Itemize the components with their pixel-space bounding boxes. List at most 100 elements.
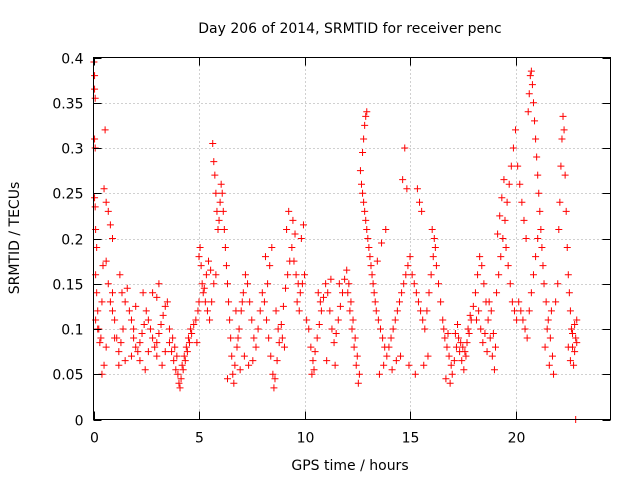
data-point — [223, 280, 231, 288]
data-point — [111, 316, 119, 324]
data-point — [447, 361, 455, 369]
data-point — [562, 207, 570, 215]
data-point — [104, 280, 112, 288]
data-point — [403, 185, 411, 193]
data-point — [412, 289, 420, 297]
data-point — [423, 307, 431, 315]
data-point — [542, 298, 550, 306]
data-point — [443, 343, 451, 351]
y-tick-label: 0.05 — [52, 368, 83, 384]
data-point — [303, 316, 311, 324]
data-point — [153, 352, 161, 360]
data-point — [199, 289, 207, 297]
data-point — [335, 280, 343, 288]
data-point — [420, 361, 428, 369]
data-point — [301, 271, 309, 279]
data-point — [252, 343, 260, 351]
data-point — [264, 280, 272, 288]
data-point — [410, 280, 418, 288]
data-point — [508, 298, 516, 306]
data-point — [212, 271, 220, 279]
data-point — [238, 298, 246, 306]
data-point — [570, 361, 578, 369]
data-point — [540, 280, 548, 288]
data-point — [372, 307, 380, 315]
data-point — [493, 289, 501, 297]
data-point — [564, 343, 572, 351]
x-tick-label: 20 — [508, 431, 526, 447]
data-point — [404, 262, 412, 270]
data-point — [441, 334, 449, 342]
data-point — [198, 280, 206, 288]
data-point — [273, 357, 281, 365]
data-point — [532, 253, 540, 261]
data-point — [207, 266, 215, 274]
data-point — [313, 334, 321, 342]
data-point — [567, 325, 575, 333]
data-point — [275, 339, 283, 347]
data-point — [180, 352, 188, 360]
data-point — [363, 225, 371, 233]
data-point — [123, 284, 131, 292]
data-point — [94, 307, 102, 315]
data-point — [479, 339, 487, 347]
data-point — [172, 366, 180, 374]
data-point — [397, 352, 405, 360]
data-point — [572, 334, 580, 342]
data-point — [513, 316, 521, 324]
data-point — [345, 280, 353, 288]
data-point — [163, 298, 171, 306]
data-point — [190, 320, 198, 328]
data-point — [208, 298, 216, 306]
data-point — [463, 339, 471, 347]
data-point — [176, 384, 184, 392]
data-point — [212, 189, 220, 197]
data-point — [328, 325, 336, 333]
data-point — [299, 221, 307, 229]
data-point — [446, 379, 454, 387]
data-point — [174, 370, 182, 378]
data-point — [417, 307, 425, 315]
data-point — [505, 180, 513, 188]
data-point — [283, 225, 291, 233]
data-point — [195, 298, 203, 306]
data-point — [368, 271, 376, 279]
data-point — [535, 189, 543, 197]
data-point — [102, 343, 110, 351]
data-point — [334, 316, 342, 324]
data-point — [165, 325, 173, 333]
data-point — [405, 361, 413, 369]
data-point — [161, 348, 169, 356]
data-point — [181, 357, 189, 365]
data-point — [195, 253, 203, 261]
data-point — [491, 343, 499, 351]
data-point — [518, 198, 526, 206]
data-point — [292, 271, 300, 279]
data-point — [91, 94, 99, 102]
data-point — [121, 298, 129, 306]
data-point — [182, 343, 190, 351]
data-point — [460, 366, 468, 374]
data-point — [324, 289, 332, 297]
data-point — [155, 280, 163, 288]
data-point — [391, 316, 399, 324]
data-point — [563, 244, 571, 252]
data-points — [90, 58, 581, 423]
data-point — [477, 325, 485, 333]
data-point — [153, 293, 161, 301]
data-point — [250, 334, 258, 342]
x-tick-label: 10 — [297, 431, 315, 447]
data-point — [366, 253, 374, 261]
data-point — [525, 307, 533, 315]
data-point — [225, 298, 233, 306]
y-tick-label: 0.2 — [61, 233, 83, 249]
data-point — [356, 167, 364, 175]
chart-title: Day 206 of 2014, SRMTID for receiver pen… — [198, 21, 501, 37]
data-point — [532, 135, 540, 143]
data-point — [214, 225, 222, 233]
data-point — [157, 320, 165, 328]
data-point — [132, 302, 140, 310]
data-point — [545, 361, 553, 369]
data-point — [246, 298, 254, 306]
data-point — [355, 370, 363, 378]
